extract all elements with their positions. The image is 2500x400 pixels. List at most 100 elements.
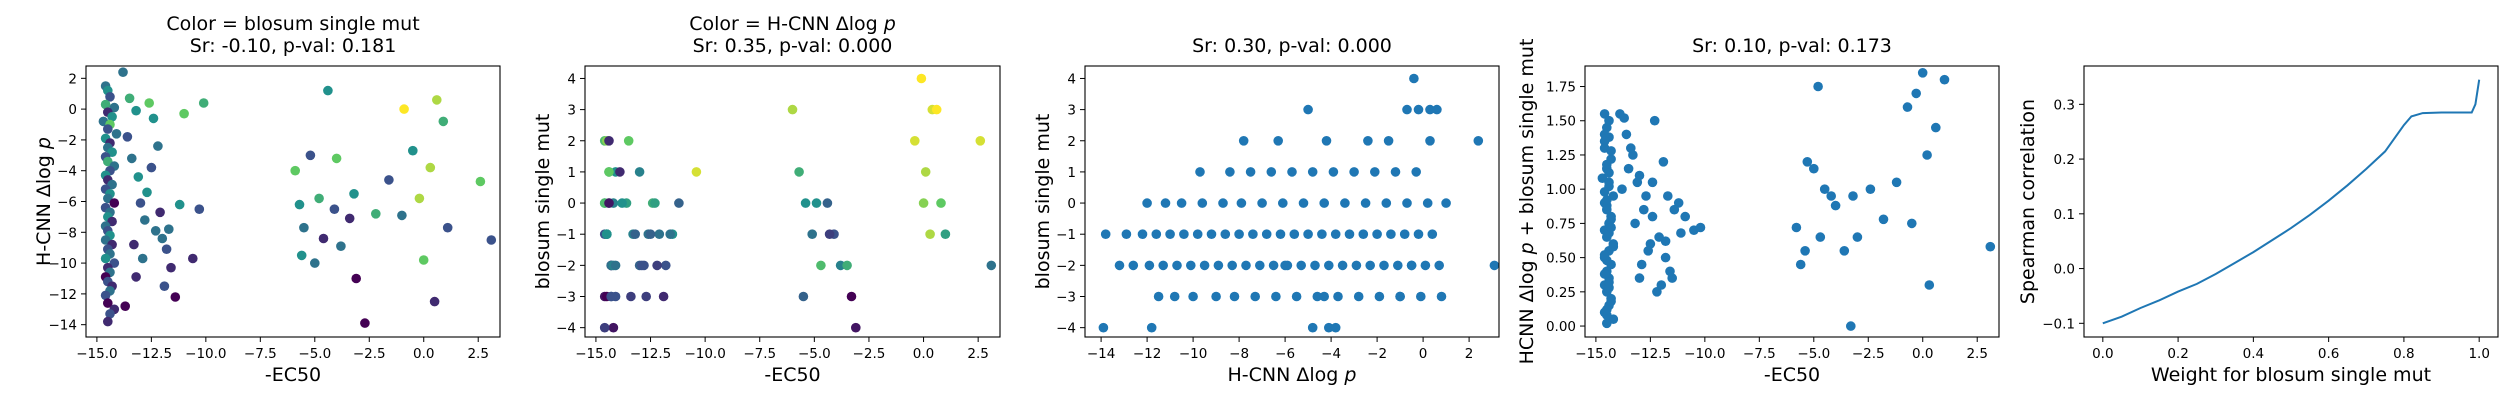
y-tick-label: −3 (556, 290, 576, 306)
data-point (103, 298, 113, 308)
data-point (658, 291, 669, 302)
data-point (107, 112, 117, 122)
x-tick-label: −15.0 (1575, 346, 1616, 362)
data-point (1647, 177, 1658, 188)
data-point (1902, 102, 1913, 112)
data-point (1846, 321, 1856, 331)
data-point (1599, 136, 1610, 147)
data-point (1604, 277, 1614, 288)
data-point (811, 198, 822, 208)
data-point (604, 198, 614, 208)
data-point (198, 98, 209, 108)
data-point (1641, 191, 1651, 201)
data-point (438, 116, 449, 127)
data-point (1213, 260, 1224, 271)
data-point (1238, 136, 1249, 146)
data-point (1324, 260, 1334, 271)
data-point (1390, 167, 1401, 177)
data-point (1432, 104, 1442, 115)
data-point (194, 204, 205, 214)
data-point (645, 229, 656, 239)
data-point (1358, 229, 1369, 239)
data-point (1324, 322, 1334, 333)
data-point (314, 193, 324, 204)
data-point (1250, 291, 1260, 302)
data-point (124, 93, 135, 104)
data-point (323, 85, 333, 96)
data-point (155, 207, 165, 218)
x-tick-label: −10.0 (684, 346, 725, 362)
data-point (129, 239, 139, 250)
data-point (1434, 260, 1444, 271)
data-point (1319, 198, 1329, 208)
data-point (986, 260, 997, 271)
data-point (157, 233, 168, 244)
y-tick-label: −2 (1056, 258, 1076, 274)
x-tick-label: −15.0 (575, 346, 616, 362)
data-point (1865, 184, 1876, 194)
data-point (1647, 211, 1658, 222)
x-tick-label: −10.0 (1684, 346, 1725, 362)
data-point (1422, 198, 1433, 208)
y-tick-label: 0.0 (2054, 262, 2075, 278)
data-point (1924, 280, 1935, 290)
data-point (384, 175, 394, 185)
x-tick-label: −10 (1179, 346, 1208, 362)
data-point (1303, 229, 1313, 239)
data-point (1411, 167, 1421, 177)
data-point (608, 322, 619, 333)
y-tick-label: 0.50 (1546, 251, 1576, 267)
data-point (1599, 187, 1610, 197)
x-tick-label: 0.8 (2393, 346, 2414, 362)
data-point (131, 272, 141, 282)
x-tick-label: −7.5 (743, 346, 776, 362)
data-point (650, 198, 660, 208)
data-point (936, 198, 946, 208)
data-point (822, 198, 833, 208)
y-tick-label: 2 (1067, 134, 1076, 150)
data-point (1351, 260, 1362, 271)
data-point (1621, 129, 1632, 140)
data-point (150, 226, 161, 236)
data-point (910, 136, 920, 146)
data-point (1634, 273, 1645, 283)
data-point (602, 229, 612, 239)
data-point (1639, 204, 1649, 215)
data-point (351, 273, 362, 284)
plot-frame (2083, 65, 2499, 338)
data-point (1241, 260, 1251, 271)
data-point (371, 209, 381, 219)
data-point (1330, 229, 1341, 239)
data-point (1656, 280, 1667, 290)
data-point (1328, 167, 1339, 177)
data-point (1416, 291, 1426, 302)
data-point (100, 99, 111, 110)
data-point (1349, 167, 1359, 177)
data-point (615, 167, 625, 177)
chart-panel-5: 0.0 0.2 0.4 0.6 0.8 1.0 −0.1 0.0 0.1 0.2 0.3 Weight… (2017, 65, 2499, 386)
data-point (144, 98, 154, 108)
y-tick-label: 3 (1067, 103, 1076, 119)
data-point (1227, 260, 1237, 271)
series-line (2102, 79, 2481, 325)
data-point (1604, 168, 1614, 178)
y-tick-label: 0.1 (2054, 207, 2075, 223)
data-point (654, 229, 665, 239)
data-point (418, 255, 429, 265)
chart-title: Sr: 0.30, p-val: 0.000 (1192, 35, 1392, 57)
data-point (1660, 252, 1671, 263)
data-point (1939, 74, 1950, 85)
x-tick-label: −12 (1133, 346, 1162, 362)
data-point (429, 296, 440, 307)
data-point (475, 176, 486, 187)
data-point (1402, 104, 1412, 115)
x-tick-label: −10.0 (185, 346, 226, 362)
data-point (122, 132, 133, 142)
y-axis-label: HCNN Δlog p + blosum single mut (1516, 39, 1538, 365)
data-point (916, 73, 927, 84)
data-point (105, 92, 115, 102)
data-point (1922, 150, 1932, 160)
data-point (1280, 260, 1290, 271)
data-point (1623, 163, 1634, 174)
data-point (604, 167, 614, 177)
